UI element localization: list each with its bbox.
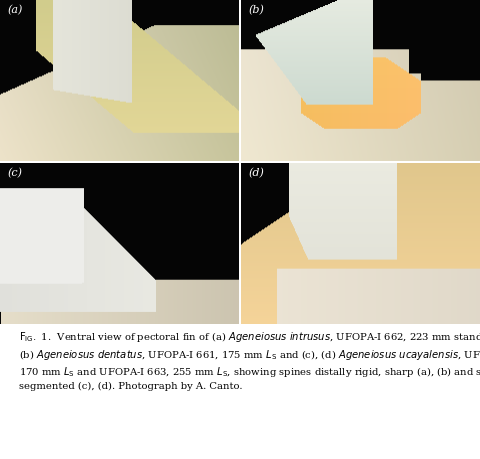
Text: (c): (c) bbox=[7, 168, 22, 178]
Text: (b): (b) bbox=[248, 5, 264, 15]
Text: $\mathsf{F}_{\mathsf{IG}}$$\mathsf{.}$ 1.  Ventral view of pectoral fin of (a) $: $\mathsf{F}_{\mathsf{IG}}$$\mathsf{.}$ 1… bbox=[19, 330, 480, 391]
Text: (d): (d) bbox=[248, 168, 264, 178]
Text: (a): (a) bbox=[7, 5, 23, 15]
